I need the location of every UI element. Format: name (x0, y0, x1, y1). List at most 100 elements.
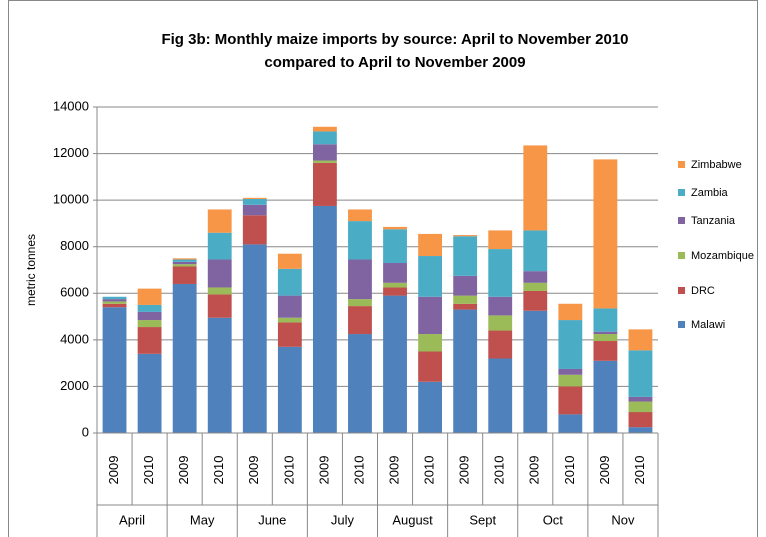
bar-segment (453, 235, 478, 237)
bar-segment (523, 310, 548, 433)
legend-swatch (678, 217, 685, 224)
group-label: June (258, 512, 286, 527)
bar-segment (242, 204, 267, 216)
y-tick-label: 14000 (53, 98, 89, 113)
bar-segment (312, 205, 337, 433)
bar-segment (137, 311, 162, 321)
bar-segment (453, 309, 478, 433)
x-tick-label: 2009 (106, 456, 121, 485)
legend-label: Zambia (691, 187, 729, 199)
bar-segment (207, 209, 232, 233)
bar-segment (418, 296, 443, 335)
bar-segment (488, 315, 513, 331)
bar-segment (383, 282, 407, 288)
bar-segment (593, 331, 618, 335)
y-tick-label: 8000 (60, 238, 89, 253)
bar-segment (312, 160, 337, 163)
bar-segment (242, 198, 267, 205)
x-tick-label: 2009 (246, 456, 261, 485)
x-tick-label: 2010 (422, 456, 437, 485)
bar-segment (383, 263, 407, 283)
group-label: July (331, 512, 355, 527)
bar-segment (277, 346, 302, 433)
bar-segment (488, 230, 513, 250)
bar-segment (172, 261, 197, 265)
bar-segment (418, 233, 443, 257)
bar-segment (172, 264, 197, 267)
bar-segment (312, 144, 337, 161)
x-tick-label: 2009 (316, 456, 331, 485)
bar-segment (348, 209, 372, 222)
bar-segment (558, 386, 583, 415)
group-label: Oct (543, 512, 564, 527)
bar-segment (418, 381, 443, 433)
bar-segment (137, 320, 162, 328)
bar-segment (523, 230, 548, 272)
bar-segment (242, 244, 267, 433)
bar-segment (453, 295, 478, 304)
group-label: Sept (469, 512, 496, 527)
legend-label: Tanzania (691, 215, 736, 227)
bar-segment (242, 215, 267, 245)
chart-title: Fig 3b: Monthly maize imports by source:… (161, 31, 628, 48)
bar-segment (207, 294, 232, 318)
bar-segment (102, 299, 127, 302)
bar-segment (102, 303, 127, 308)
bar-segment (488, 358, 513, 433)
group-label: August (392, 512, 433, 527)
x-tick-label: 2009 (527, 456, 542, 485)
x-tick-label: 2009 (597, 456, 612, 485)
bar-segment (453, 303, 478, 310)
y-tick-label: 2000 (60, 378, 89, 393)
bar-segment (172, 266, 197, 284)
bar-segment (383, 229, 407, 264)
y-tick-label: 6000 (60, 285, 89, 300)
legend-swatch (678, 252, 685, 259)
x-tick-label: 2010 (562, 456, 577, 485)
bar-segment (207, 232, 232, 260)
bar-segment (277, 322, 302, 347)
bar-segment (558, 414, 583, 433)
bar-segment (593, 334, 618, 342)
bar-segment (558, 374, 583, 387)
bar-segment (348, 306, 372, 335)
bar-segment (453, 236, 478, 276)
bar-segment (628, 401, 653, 413)
bar-segment (383, 287, 407, 296)
bar-segment (488, 330, 513, 359)
bar-segment (558, 303, 583, 321)
legend-swatch (678, 321, 685, 328)
bar-segment (207, 287, 232, 295)
bar-segment (312, 131, 337, 145)
bar-segment (102, 296, 127, 300)
y-axis-label: metric tonnes (24, 234, 38, 306)
bar-segment (628, 427, 653, 433)
bar-segment (348, 221, 372, 260)
chart-subtitle: compared to April to November 2009 (264, 54, 525, 71)
bar-segment (242, 197, 267, 199)
bar-segment (523, 271, 548, 283)
y-tick-label: 0 (82, 424, 89, 439)
bar-segment (137, 327, 162, 354)
legend-swatch (678, 161, 685, 168)
bar-segment (383, 295, 407, 433)
bar-segment (488, 296, 513, 316)
bar-segment (628, 412, 653, 428)
bar-segment (102, 301, 127, 304)
legend-label: Zimbabwe (691, 159, 742, 171)
bar-segment (593, 341, 618, 361)
bar-segment (593, 308, 618, 332)
bar-segment (102, 307, 127, 433)
bar-segment (172, 283, 197, 433)
x-tick-label: 2010 (492, 456, 507, 485)
bar-segment (453, 275, 478, 296)
bar-segment (312, 162, 337, 206)
group-label: Nov (611, 512, 635, 527)
y-tick-label: 4000 (60, 331, 89, 346)
x-tick-label: 2010 (141, 456, 156, 485)
bar-segment (523, 282, 548, 291)
bar-segment (137, 353, 162, 433)
bar-segment (348, 299, 372, 307)
group-label: April (119, 512, 145, 527)
bar-segment (277, 317, 302, 323)
